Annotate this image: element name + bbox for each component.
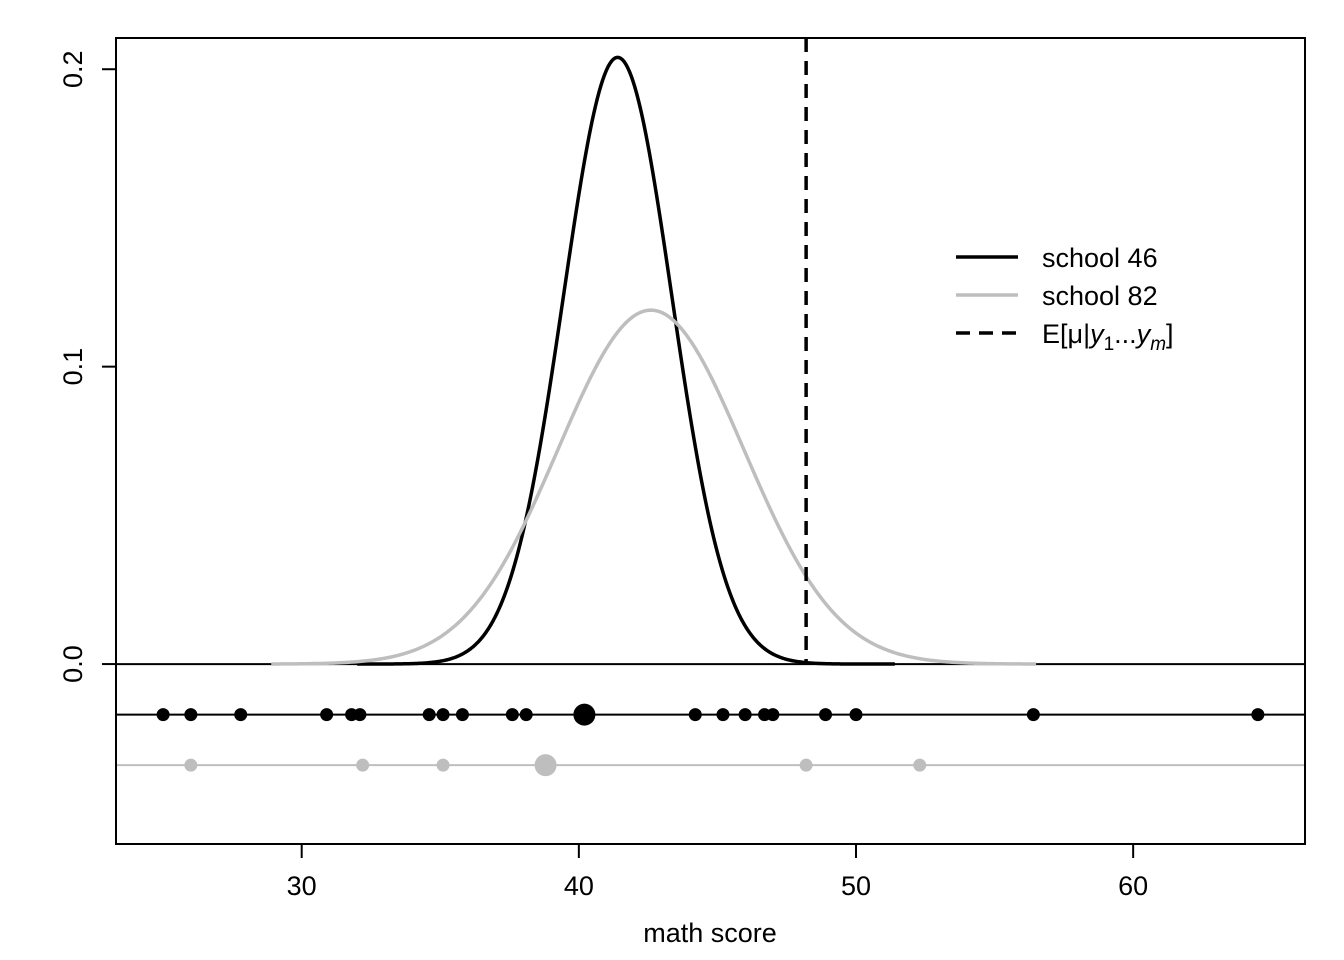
legend-label-y1: y bbox=[1088, 319, 1105, 349]
x-tick-label: 40 bbox=[564, 871, 594, 901]
data-point bbox=[849, 708, 863, 722]
x-tick-label: 60 bbox=[1118, 871, 1148, 901]
legend-label-dots: ... bbox=[1114, 319, 1137, 349]
x-tick-label: 30 bbox=[287, 871, 317, 901]
legend-label-prefix: E[μ| bbox=[1042, 319, 1090, 349]
legend-label-sub1: 1 bbox=[1104, 334, 1115, 355]
x-axis-label: math score bbox=[643, 918, 777, 948]
legend-label-school-82: school 82 bbox=[1042, 281, 1158, 311]
density-curves bbox=[271, 55, 1037, 666]
data-point bbox=[184, 708, 198, 722]
data-point bbox=[455, 708, 469, 722]
data-point bbox=[913, 758, 927, 772]
data-point bbox=[436, 708, 450, 722]
y-tick-label: 0.1 bbox=[58, 348, 88, 386]
data-point bbox=[156, 708, 170, 722]
density-curve-1 bbox=[271, 308, 1037, 666]
data-point bbox=[766, 708, 780, 722]
data-point bbox=[234, 708, 248, 722]
data-point bbox=[799, 758, 813, 772]
data-point bbox=[356, 758, 370, 772]
legend-label-sub2: m bbox=[1150, 334, 1166, 355]
data-points bbox=[156, 703, 1265, 777]
data-point bbox=[505, 708, 519, 722]
data-point bbox=[738, 708, 752, 722]
strip-and-zero-lines bbox=[116, 663, 1305, 767]
legend-label-posterior-mean: E[μ|y1...ym] bbox=[1042, 319, 1174, 355]
y-tick-label: 0.2 bbox=[58, 50, 88, 88]
data-point bbox=[819, 708, 833, 722]
sample-mean-point-1 bbox=[534, 754, 557, 777]
x-axis: 30 40 50 60 bbox=[287, 844, 1148, 901]
y-tick-label: 0.0 bbox=[58, 645, 88, 683]
plot-frame bbox=[115, 37, 1306, 845]
data-point bbox=[688, 708, 702, 722]
legend: school 46 school 82 E[μ|y1...ym] bbox=[956, 243, 1174, 355]
x-tick-label: 50 bbox=[841, 871, 871, 901]
data-point bbox=[716, 708, 730, 722]
legend-label-y2: y bbox=[1135, 319, 1152, 349]
data-point bbox=[519, 708, 533, 722]
legend-label-school-46: school 46 bbox=[1042, 243, 1158, 273]
legend-label-suffix: ] bbox=[1166, 319, 1174, 349]
data-point bbox=[1026, 708, 1040, 722]
data-point bbox=[422, 708, 436, 722]
data-point bbox=[1251, 708, 1265, 722]
data-point bbox=[184, 758, 198, 772]
data-point bbox=[353, 708, 367, 722]
data-point bbox=[436, 758, 450, 772]
data-point bbox=[320, 708, 334, 722]
sample-mean-point-0 bbox=[573, 703, 596, 726]
y-axis: 0.0 0.1 0.2 bbox=[58, 50, 116, 683]
density-curve-0 bbox=[357, 55, 895, 666]
